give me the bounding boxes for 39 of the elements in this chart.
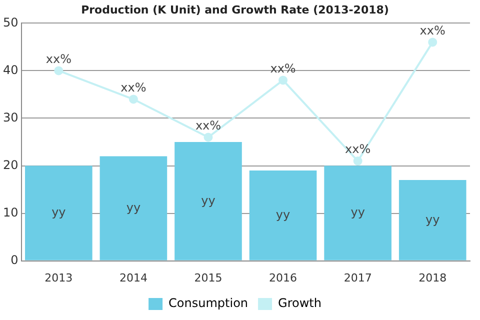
point xyxy=(54,66,64,76)
legend-label: Growth xyxy=(278,296,322,310)
point xyxy=(204,132,213,142)
x-tick-label: 2017 xyxy=(344,271,372,284)
bar xyxy=(249,170,317,260)
y-tick-label: 10 xyxy=(2,205,18,220)
bar xyxy=(100,156,168,260)
data-label: xx% xyxy=(420,23,446,38)
data-label: yy xyxy=(201,193,216,208)
data-label: yy xyxy=(276,208,290,222)
chart-title: Production (K Unit) and Growth Rate (2013-2018) xyxy=(81,3,389,16)
point xyxy=(278,76,288,85)
data-label: xx% xyxy=(270,61,296,76)
y-tick-label: 30 xyxy=(2,110,18,124)
x-tick-label: 2016 xyxy=(269,271,298,284)
bar xyxy=(25,166,92,260)
bar xyxy=(398,180,466,260)
data-label: xx% xyxy=(120,80,146,94)
legend-label: Consumption xyxy=(168,296,248,310)
data-label: xx% xyxy=(46,52,72,66)
x-tick-label: 2014 xyxy=(119,271,148,284)
y-tick-label: 0 xyxy=(10,252,18,267)
x-tick-label: 2013 xyxy=(44,271,73,284)
y-tick-label: 20 xyxy=(2,158,18,172)
point xyxy=(428,38,438,47)
x-tick-label: 2018 xyxy=(418,271,447,284)
data-label: xx% xyxy=(195,118,222,132)
point xyxy=(128,94,138,104)
data-label: yy xyxy=(350,205,365,220)
data-label: yy xyxy=(52,205,66,220)
bar xyxy=(324,166,392,260)
point xyxy=(353,156,362,166)
x-tick-label: 2015 xyxy=(194,271,222,284)
data-label: yy xyxy=(426,212,440,226)
bar xyxy=(174,142,242,260)
data-label: yy xyxy=(126,200,141,214)
y-tick-label: 40 xyxy=(2,62,18,77)
y-tick-label: 50 xyxy=(2,15,18,30)
data-label: xx% xyxy=(345,142,371,156)
